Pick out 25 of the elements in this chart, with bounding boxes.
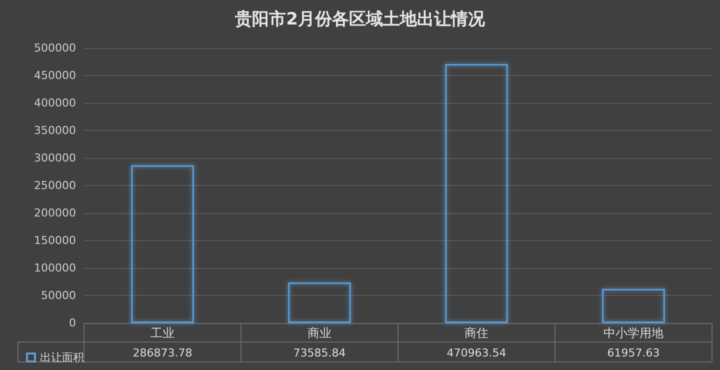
- y-tick-label: 450000: [34, 69, 76, 82]
- y-tick-label: 500000: [34, 42, 76, 54]
- x-tick-label: 商住: [464, 326, 488, 340]
- bar: [131, 165, 194, 323]
- y-tick-label: 150000: [34, 234, 76, 247]
- y-tick-label: 250000: [34, 179, 76, 192]
- x-tick-label: 商业: [308, 326, 332, 340]
- y-tick-label: 200000: [34, 206, 76, 220]
- bar: [445, 64, 508, 323]
- data-label: 73585.84: [293, 346, 346, 360]
- y-tick-label: 100000: [34, 262, 76, 274]
- data-label: 470963.54: [446, 346, 506, 360]
- x-tick-label: 工业: [150, 326, 174, 340]
- y-tick-label: 0: [69, 316, 76, 330]
- y-tick-label: 350000: [34, 124, 76, 137]
- y-tick-label: 50000: [41, 289, 76, 302]
- bar: [602, 288, 665, 323]
- data-label: 61957.63: [607, 346, 660, 360]
- bar: [288, 282, 351, 323]
- data-label: 286873.78: [132, 346, 192, 360]
- legend-label: 出让面积: [40, 351, 84, 364]
- y-tick-label: 400000: [34, 96, 76, 110]
- x-tick-label: 中小学用地: [604, 326, 664, 340]
- y-tick-label: 300000: [34, 152, 76, 164]
- chart-title: 贵阳市2月份各区域土地出让情况: [234, 10, 486, 30]
